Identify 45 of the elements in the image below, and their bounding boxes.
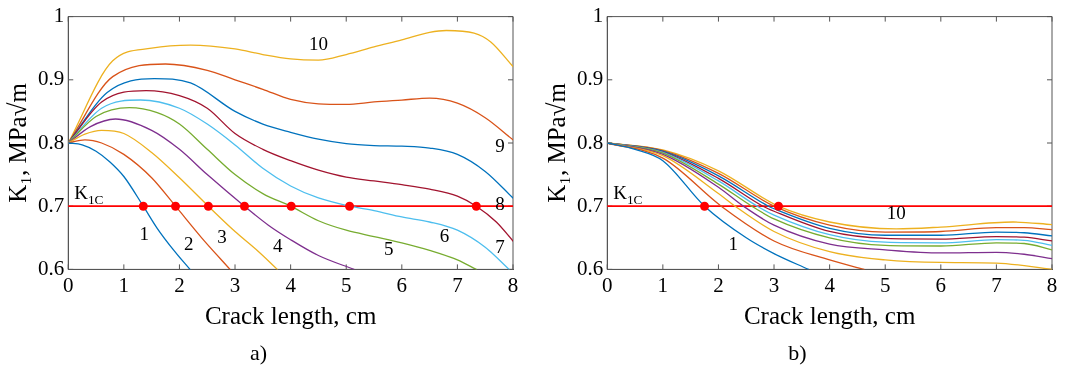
x-tick-label: 7 [452, 272, 463, 297]
x-tick-label: 7 [991, 272, 1002, 297]
y-axis-title: K₁, MPa√m [3, 82, 31, 203]
series-label: 9 [495, 134, 505, 156]
y-tick-label: 0.7 [577, 192, 604, 217]
series-label: 10 [308, 33, 328, 55]
x-tick-label: 0 [63, 272, 74, 297]
y-axis-title: K₁, MPa√m [542, 82, 570, 203]
series-label: 5 [384, 237, 394, 259]
x-tick-label: 6 [396, 272, 408, 297]
x-tick-label: 3 [229, 272, 241, 297]
x-tick-label: 4 [824, 272, 836, 297]
x-tick-label: 0 [602, 272, 613, 297]
x-tick-label: 2 [174, 272, 185, 297]
series-label: 6 [439, 225, 450, 247]
x-tick-label: 1 [657, 272, 669, 297]
x-tick-label: 2 [713, 272, 724, 297]
series-label: 4 [272, 234, 283, 256]
y-tick-label: 0.9 [577, 66, 604, 91]
x-tick-label: 8 [507, 272, 519, 297]
y-tick-label: 0.8 [577, 129, 604, 154]
y-tick-label: 0.7 [38, 192, 65, 217]
series-label: 1 [728, 232, 738, 254]
x-tick-label: 1 [118, 272, 130, 297]
x-tick-label: 3 [768, 272, 780, 297]
y-tick-label: 1 [53, 3, 65, 28]
series-label: 1 [139, 223, 149, 245]
text: b) [788, 339, 807, 365]
y-tick-label: 0.8 [38, 129, 65, 154]
y-tick-label: 0.6 [38, 255, 65, 280]
x-tick-label: 8 [1046, 272, 1058, 297]
x-axis-title: Crack length, cm [204, 302, 377, 330]
x-axis-title: Crack length, cm [743, 302, 916, 330]
x-tick-label: 5 [879, 272, 891, 297]
x-tick-label: 4 [285, 272, 297, 297]
y-tick-label: 0.9 [38, 66, 65, 91]
series-label: 2 [183, 232, 194, 254]
text: a) [249, 339, 268, 365]
y-tick-label: 1 [592, 3, 604, 28]
y-tick-label: 0.6 [577, 255, 604, 280]
series-label: 10 [886, 201, 906, 223]
x-tick-label: 6 [935, 272, 947, 297]
series-label: 7 [495, 235, 505, 257]
series-label: 3 [217, 226, 227, 248]
x-tick-label: 5 [340, 272, 352, 297]
